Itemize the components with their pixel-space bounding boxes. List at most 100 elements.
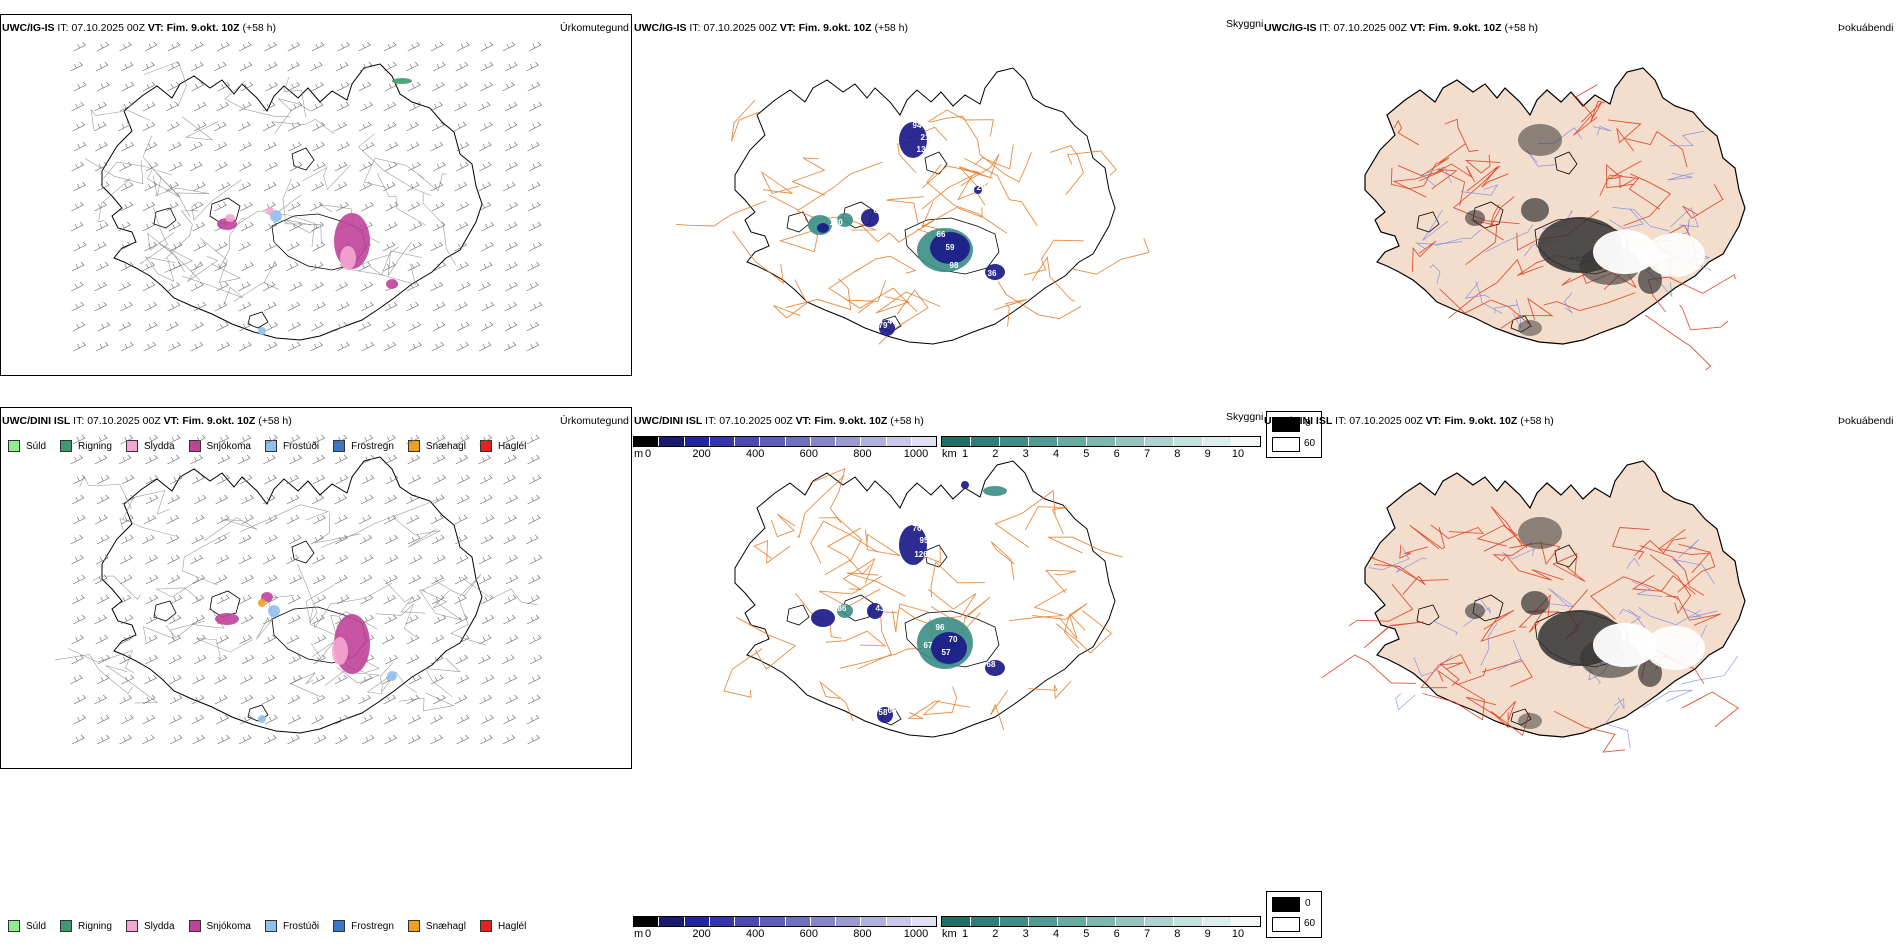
wind-barb: [381, 634, 395, 645]
wind-barb: [238, 301, 252, 312]
river-line: [1496, 640, 1523, 672]
wind-barb: [312, 474, 326, 485]
wind-barb: [142, 534, 155, 545]
wind-barb: [190, 41, 204, 52]
wind-barb: [265, 81, 278, 92]
road-line: [105, 665, 158, 704]
wind-barb: [96, 41, 110, 52]
wind-barb: [480, 41, 494, 52]
wind-barb: [480, 81, 494, 92]
wind-barb: [480, 61, 494, 72]
colorbar-segment: [634, 437, 660, 446]
road-line: [842, 557, 876, 591]
wind-barb: [96, 534, 110, 545]
road-line: [199, 237, 242, 284]
wind-barb: [359, 61, 373, 72]
colorbar-segment: [942, 917, 971, 926]
road-line: [1422, 681, 1485, 721]
wind-barb: [95, 341, 109, 352]
river-line: [1631, 580, 1662, 597]
wind-barb: [264, 261, 278, 272]
wind-barb: [214, 534, 228, 545]
wind-barb: [165, 101, 179, 112]
legend-label: Rigning: [78, 440, 112, 452]
wind-barb: [94, 614, 107, 625]
colorbar-tick: 1: [961, 448, 969, 460]
wind-barb: [504, 121, 518, 132]
colorbar-segment: [911, 917, 936, 926]
wind-barb: [263, 634, 277, 645]
wind-barb: [431, 534, 445, 545]
wind-barb: [145, 554, 158, 565]
wind-barb: [502, 41, 516, 52]
road-line: [122, 490, 170, 520]
road-line: [450, 601, 486, 646]
wind-barb: [73, 514, 86, 525]
colorbar-tick: 10: [1231, 928, 1245, 940]
road-line: [957, 175, 986, 206]
wind-barb: [73, 41, 87, 52]
wind-barb: [334, 674, 348, 685]
wind-barb: [480, 534, 494, 545]
wind-barb: [262, 494, 276, 505]
wind-barb: [121, 534, 134, 545]
road-line: [1623, 173, 1672, 227]
road-line: [375, 603, 417, 638]
visibility-area: [867, 603, 883, 619]
wind-barb: [479, 494, 493, 505]
road-line: [907, 700, 971, 720]
road-line: [892, 603, 929, 633]
road-line: [1448, 258, 1524, 319]
wind-barb: [528, 674, 541, 685]
colorbar-segment: [1232, 917, 1260, 926]
wind-barb: [214, 141, 228, 152]
colorbar-segment: [886, 917, 912, 926]
road-line: [224, 80, 290, 118]
colorbar-tick: 0: [644, 448, 652, 460]
wind-barb: [119, 694, 133, 705]
wind-barb: [383, 434, 396, 445]
wind-barb: [191, 694, 205, 705]
river-line: [1672, 558, 1715, 584]
fog-legend-swatch-dark: [1272, 417, 1300, 432]
fog-legend-value: 0: [1305, 418, 1311, 429]
wind-barb: [193, 121, 207, 132]
wind-barb: [311, 81, 325, 92]
wind-barb: [286, 634, 300, 645]
road-line: [675, 200, 767, 227]
wind-barb: [408, 574, 422, 585]
wind-barb: [335, 534, 348, 545]
river-line: [1593, 125, 1612, 136]
wind-barb: [455, 454, 469, 465]
colorbar-tick: 200: [692, 448, 711, 460]
vt-label: VT:: [147, 22, 164, 34]
wind-barb: [382, 241, 396, 252]
visibility-value-label: 66: [874, 206, 883, 215]
wind-barb: [288, 594, 301, 605]
wind-barb: [169, 241, 183, 252]
fog-blob: [1638, 266, 1662, 294]
wind-barb: [71, 301, 85, 312]
wind-barb: [406, 634, 420, 645]
it-value: 07.10.2025 00Z: [87, 415, 161, 427]
colorbar-tick: 6: [1113, 928, 1120, 940]
road-line: [1657, 528, 1711, 574]
colorbar-segment: [659, 917, 685, 926]
wind-barb: [479, 434, 493, 445]
wind-barb: [263, 181, 277, 192]
wind-barb: [241, 494, 254, 505]
wind-barb: [142, 121, 156, 132]
colorbar-tick: 7: [1143, 448, 1151, 460]
road-line: [791, 157, 826, 196]
glacier-outline: [247, 311, 269, 329]
wind-barb: [286, 241, 300, 252]
wind-barb: [335, 281, 349, 292]
wind-barb: [430, 181, 444, 192]
wind-barb: [289, 574, 303, 585]
road-line: [1027, 680, 1072, 700]
wind-barb: [334, 494, 348, 505]
wind-barb: [241, 654, 255, 665]
colorbar-segment: [659, 437, 685, 446]
colorbar-segment: [760, 917, 786, 926]
legend-label: Snæhagl: [425, 440, 466, 452]
